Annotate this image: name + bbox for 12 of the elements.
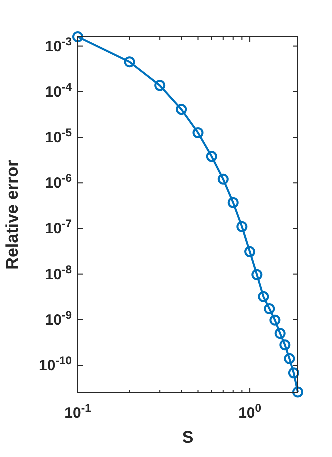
y-tick-label: 10$^{-7}$ bbox=[45, 218, 72, 238]
y-tick-label: 10$^{-9}$ bbox=[45, 310, 72, 329]
y-tick-label: 10$^{-4}$ bbox=[45, 82, 73, 101]
y-tick-label: 10$^{-3}$ bbox=[45, 36, 72, 56]
y-axis-title: Relative error bbox=[3, 160, 22, 270]
y-tick-label: 10$^{-6}$ bbox=[45, 173, 72, 192]
x-axis-title: S bbox=[182, 428, 194, 447]
x-tick-label: 10$^{-1}$ bbox=[64, 403, 92, 422]
x-tick-label: 10$^{0}$ bbox=[238, 403, 262, 422]
y-tick-label: 10$^{-5}$ bbox=[45, 128, 72, 147]
y-tick-label: 10$^{-8}$ bbox=[45, 264, 72, 284]
y-tick-label: 10$^{-10}$ bbox=[39, 356, 72, 375]
